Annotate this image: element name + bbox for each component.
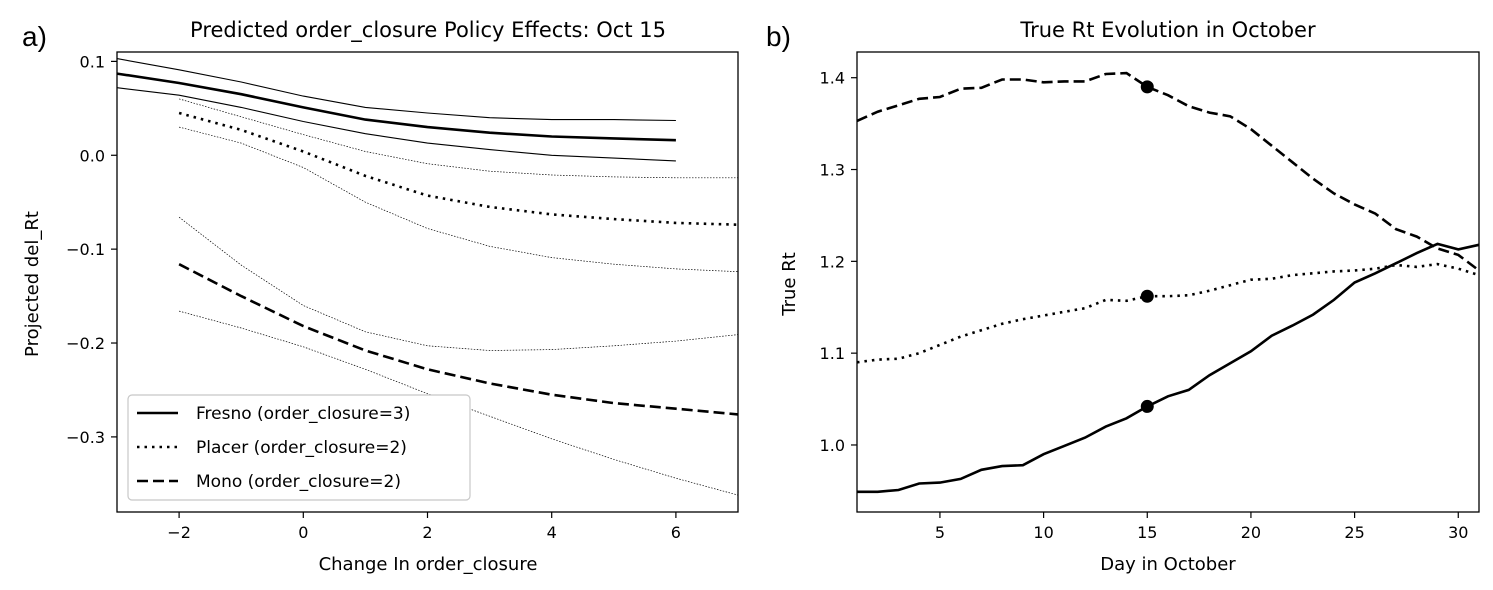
- series-line-dashed: [856, 71, 1480, 272]
- y-tick-label: 1.4: [820, 69, 845, 88]
- x-tick-label: 20: [1241, 523, 1261, 542]
- x-tick-label: 10: [1033, 523, 1053, 542]
- lower-band-placer: [179, 126, 739, 273]
- x-tick-label: 15: [1137, 523, 1157, 542]
- panel-a-chart: a) Predicted order_closure Policy Effect…: [22, 18, 739, 575]
- upper-band-placer: [179, 98, 738, 179]
- series-line-dotted: [856, 262, 1480, 364]
- panel-b-title: True Rt Evolution in October: [1019, 18, 1316, 42]
- lower-band-fresno: [116, 87, 676, 162]
- legend-entry-mono: Mono (order_closure=2): [196, 472, 401, 492]
- panel-b-xlabel: Day in October: [1100, 554, 1236, 575]
- panel-b-chart: b) True Rt Evolution in October Day in O…: [766, 18, 1480, 575]
- day-marker: [1140, 399, 1154, 413]
- upper-band-fresno: [116, 58, 676, 122]
- legend-entry-fresno: Fresno (order_closure=3): [196, 404, 410, 424]
- y-tick-label: 1.2: [820, 252, 845, 271]
- panel-a-xlabel: Change In order_closure: [319, 554, 538, 575]
- panel-a-label: a): [22, 21, 47, 52]
- y-tick-label: 1.0: [820, 436, 845, 455]
- x-tick-label: 5: [935, 523, 945, 542]
- panel-b-ylabel: True Rt: [779, 252, 800, 317]
- panel-b-label: b): [766, 21, 791, 52]
- x-tick-label: 30: [1448, 523, 1468, 542]
- panel-a-ylabel: Projected del_Rt: [22, 211, 43, 357]
- x-tick-label: 25: [1344, 523, 1364, 542]
- panel-a-legend: Fresno (order_closure=3) Placer (order_c…: [127, 394, 471, 501]
- x-tick-label: 2: [422, 523, 432, 542]
- series-line-mono: [178, 263, 739, 416]
- x-tick-label: 0: [298, 523, 308, 542]
- y-tick-label: −0.1: [66, 240, 105, 259]
- x-tick-label: 6: [671, 523, 681, 542]
- y-tick-label: 0.1: [80, 52, 105, 71]
- y-tick-label: −0.3: [66, 428, 105, 447]
- series-line-fresno: [116, 72, 676, 142]
- upper-band-mono: [178, 216, 739, 351]
- legend-entry-placer: Placer (order_closure=2): [196, 438, 407, 458]
- x-tick-label: 4: [547, 523, 557, 542]
- panel-b-plot-area: 5 10 15 20 25 30 1.0 1.1 1.2 1.3 1.4: [820, 51, 1480, 542]
- series-line-placer: [178, 111, 739, 226]
- panel-a-plot-area: −2 0 2 4 6 0.1 0.0 −0.1 −0.2 −0.3: [66, 51, 739, 542]
- panel-a-title: Predicted order_closure Policy Effects: …: [190, 18, 666, 43]
- x-tick-label: −2: [167, 523, 191, 542]
- y-tick-label: −0.2: [66, 334, 105, 353]
- y-tick-label: 1.3: [820, 161, 845, 180]
- series-line-solid: [857, 242, 1480, 494]
- y-tick-label: 0.0: [80, 146, 105, 165]
- y-tick-label: 1.1: [820, 344, 845, 363]
- axes-frame: [856, 51, 1480, 513]
- legend-frame: [127, 394, 471, 501]
- day-marker: [1140, 289, 1154, 303]
- day-marker: [1140, 80, 1154, 94]
